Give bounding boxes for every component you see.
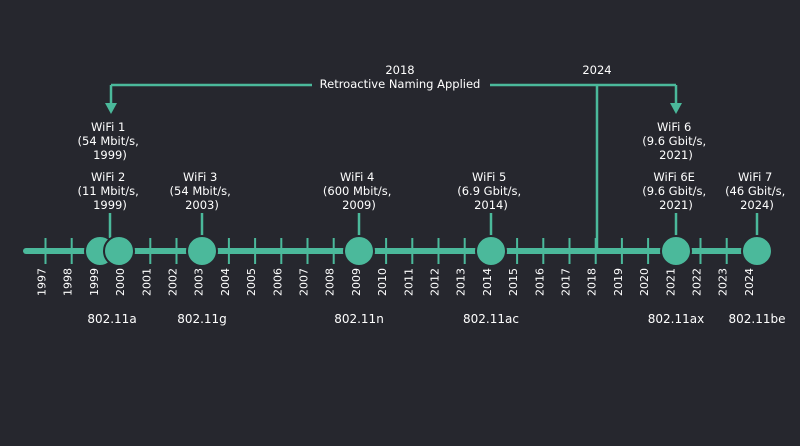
year-label-1997: 1997 — [36, 268, 49, 296]
gen-label-wifi-6e: WiFi 6E (9.6 Gbit/s, 2021) — [642, 170, 710, 212]
marker-wifi-4 — [343, 235, 375, 267]
arrow-down-icon-left — [105, 103, 117, 114]
year-label-2013: 2013 — [455, 268, 468, 296]
standard-label-802-11n: 802.11n — [334, 312, 384, 326]
year-label-2003: 2003 — [193, 268, 206, 296]
gen-label-wifi-1: WiFi 1 (54 Mbit/s, 1999) — [78, 120, 143, 162]
standard-label-802-11be: 802.11be — [729, 312, 786, 326]
wifi6-naming-year-label: 2024 — [582, 63, 611, 77]
year-label-2012: 2012 — [429, 268, 442, 296]
year-label-2005: 2005 — [245, 268, 258, 296]
standard-label-802-11ax: 802.11ax — [648, 312, 704, 326]
year-label-2019: 2019 — [612, 268, 625, 296]
marker-wifi-7 — [741, 235, 773, 267]
marker-wifi-5 — [475, 235, 507, 267]
year-label-1998: 1998 — [62, 268, 75, 296]
gen-label-wifi-6: WiFi 6 (9.6 Gbit/s, 2021) — [642, 120, 710, 162]
gen-label-wifi-5: WiFi 5 (6.9 Gbit/s, 2014) — [457, 170, 525, 212]
standard-label-802-11ac: 802.11ac — [463, 312, 519, 326]
retroactive-naming-bracket — [109, 83, 678, 251]
year-label-2000: 2000 — [114, 268, 127, 296]
year-label-2001: 2001 — [140, 268, 153, 296]
year-label-2016: 2016 — [533, 268, 546, 296]
year-label-2010: 2010 — [376, 268, 389, 296]
year-label-2014: 2014 — [481, 268, 494, 296]
year-label-2015: 2015 — [507, 268, 520, 296]
gen-label-wifi-4: WiFi 4 (600 Mbit/s, 2009) — [323, 170, 395, 212]
year-label-2004: 2004 — [219, 268, 232, 296]
standard-label-802-11g: 802.11g — [177, 312, 227, 326]
naming-year-label: 2018 — [385, 63, 414, 77]
year-label-2011: 2011 — [402, 268, 415, 296]
year-label-2020: 2020 — [638, 268, 651, 296]
year-label-2022: 2022 — [691, 268, 704, 296]
arrow-down-icon-right — [670, 103, 682, 114]
year-label-2002: 2002 — [167, 268, 180, 296]
year-labels: 1997 1998 1999 2000 2001 2002 2003 2004 2005 2006… — [36, 268, 756, 296]
year-label-2024: 2024 — [743, 268, 756, 296]
year-label-2008: 2008 — [324, 268, 337, 296]
year-label-2018: 2018 — [586, 268, 599, 296]
gen-label-wifi-2: WiFi 2 (11 Mbit/s, 1999) — [78, 170, 143, 212]
marker-wifi-6 — [660, 235, 692, 267]
year-label-2006: 2006 — [271, 268, 284, 296]
generation-connectors — [108, 213, 759, 238]
generation-markers — [84, 235, 773, 267]
year-label-2009: 2009 — [350, 268, 363, 296]
marker-wifi-3 — [186, 235, 218, 267]
year-label-2017: 2017 — [560, 268, 573, 296]
standard-label-802-11a: 802.11a — [87, 312, 136, 326]
gen-label-wifi-7: WiFi 7 (46 Gbit/s, 2024) — [725, 170, 789, 212]
year-label-2023: 2023 — [717, 268, 730, 296]
naming-description: Retroactive Naming Applied — [320, 77, 481, 91]
marker-wifi-2 — [103, 235, 135, 267]
year-label-1999: 1999 — [88, 268, 101, 296]
year-label-2007: 2007 — [298, 268, 311, 296]
gen-label-wifi-3: WiFi 3 (54 Mbit/s, 2003) — [170, 170, 235, 212]
year-label-2021: 2021 — [664, 268, 677, 296]
